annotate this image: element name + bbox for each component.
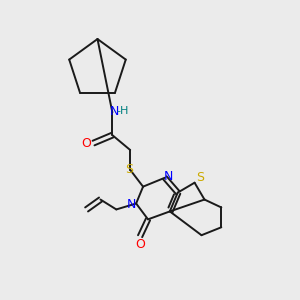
Text: S: S [196,171,205,184]
Text: S: S [125,163,133,176]
Text: O: O [135,238,145,250]
Text: N: N [164,170,173,183]
Text: O: O [82,136,92,150]
Text: -H: -H [116,106,128,116]
Text: N: N [127,198,136,211]
Text: N: N [110,105,119,118]
